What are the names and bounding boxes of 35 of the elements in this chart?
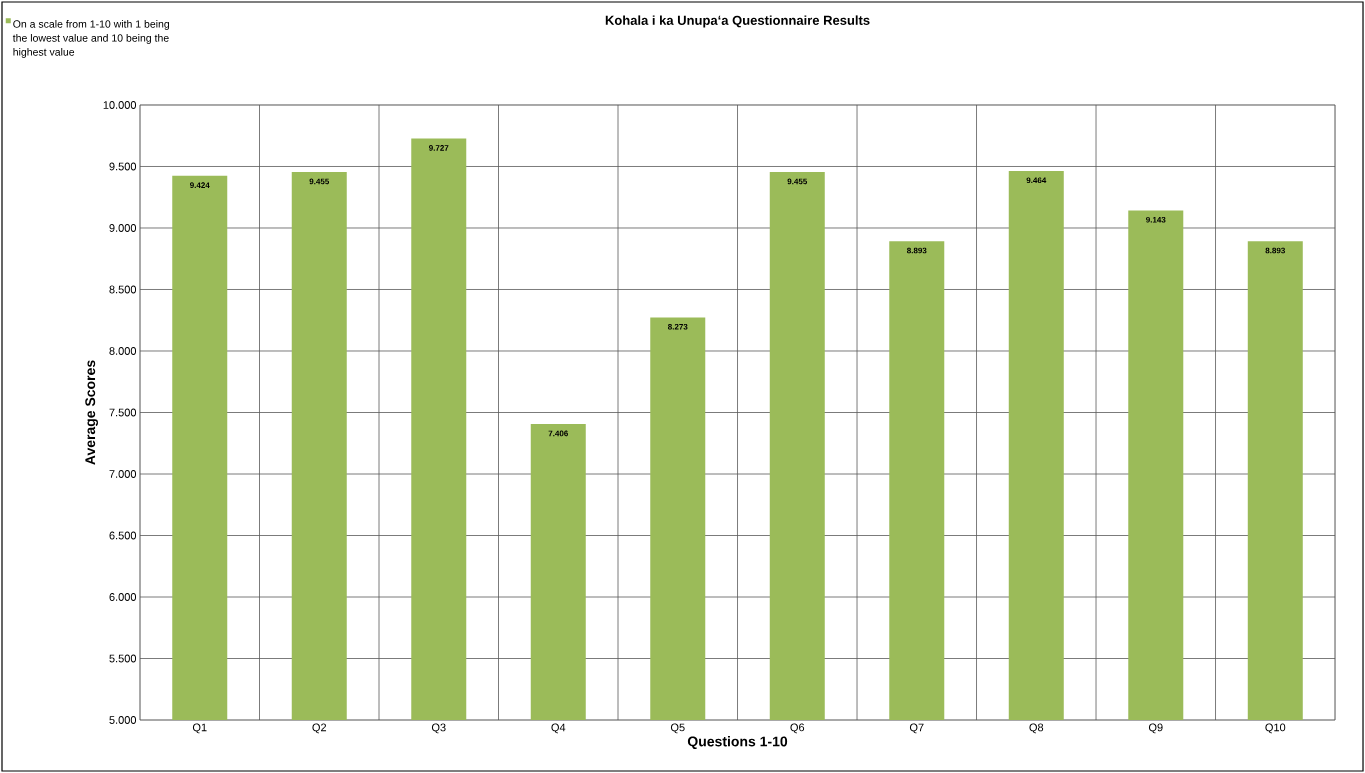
x-axis-title: Questions 1-10 xyxy=(687,736,788,750)
x-tick-label: Q5 xyxy=(670,723,685,734)
data-label: 8.273 xyxy=(668,323,688,330)
data-label: 9.455 xyxy=(787,178,808,185)
data-label: 9.727 xyxy=(429,145,449,151)
y-tick-label: 5.000 xyxy=(109,716,137,724)
data-label: 9.143 xyxy=(1146,216,1166,223)
data-label: 8.893 xyxy=(1265,247,1285,254)
y-tick-label: 5.500 xyxy=(109,654,137,663)
data-label: 8.893 xyxy=(907,247,927,254)
x-tick-label: Q3 xyxy=(431,723,446,734)
data-label: 9.464 xyxy=(1026,177,1047,184)
y-tick-label: 7.000 xyxy=(109,470,137,478)
y-tick-label: 10.000 xyxy=(103,101,137,109)
x-tick-label: Q10 xyxy=(1265,723,1286,734)
data-label: 9.455 xyxy=(309,178,330,185)
data-label: 7.406 xyxy=(548,430,568,437)
y-axis-title: Average Scores xyxy=(85,360,98,465)
x-tick-label: Q2 xyxy=(312,723,327,734)
x-tick-label: Q6 xyxy=(790,723,805,734)
y-tick-label: 8.000 xyxy=(109,347,137,355)
chart-title: Kohala i ka Unupaʻa Questionnaire Results xyxy=(605,15,870,28)
y-tick-label: 8.500 xyxy=(109,285,137,294)
legend-label: On a scale from 1-10 with 1 being the lowest value and 10 being the highest value xyxy=(12,20,170,58)
x-tick-label: Q8 xyxy=(1029,723,1044,734)
y-tick-label: 6.000 xyxy=(109,593,137,601)
x-tick-label: Q1 xyxy=(192,723,207,734)
x-tick-label: Q4 xyxy=(551,723,566,734)
y-tick-label: 9.500 xyxy=(109,162,137,171)
y-tick-label: 6.500 xyxy=(109,531,137,540)
y-tick-label: 7.500 xyxy=(109,408,137,417)
y-tick-label: 9.000 xyxy=(109,224,137,232)
data-label: 9.424 xyxy=(190,182,210,189)
x-tick-label: Q7 xyxy=(909,723,924,734)
x-tick-label: Q9 xyxy=(1148,723,1163,734)
